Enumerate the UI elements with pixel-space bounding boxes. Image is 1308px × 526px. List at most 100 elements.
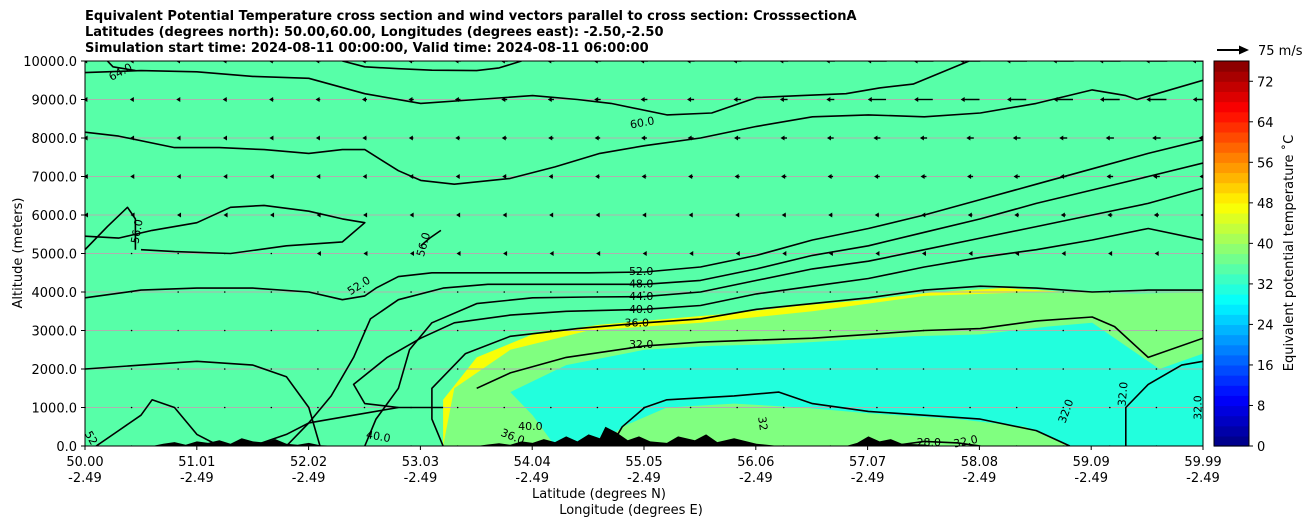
- wind-vector: [736, 329, 738, 332]
- wind-vector-head: [594, 135, 599, 141]
- colorbar: 0 8 16 24 32 40 48 56 64 72: [1213, 60, 1274, 455]
- y-tick-label: 6000.0: [32, 209, 78, 224]
- wind-vector-head: [456, 212, 461, 218]
- wind-vector: [782, 406, 785, 409]
- x-tick-label-lat: 59.99: [1184, 455, 1221, 470]
- wind-vector: [1109, 291, 1111, 293]
- contour-line-64: [106, 61, 136, 72]
- wind-vector-head: [1012, 135, 1017, 141]
- wind-vector-head: [921, 251, 926, 256]
- wind-vector-head: [966, 135, 971, 141]
- wind-vector: [456, 368, 459, 370]
- colorbar-swatch: [1214, 324, 1249, 336]
- wind-vector-head: [921, 212, 926, 218]
- wind-vector: [177, 329, 179, 332]
- terrain-silhouette: [85, 426, 1203, 446]
- wind-vector: [1015, 329, 1018, 332]
- wind-vector-head: [315, 135, 320, 141]
- wind-vector-head: [548, 174, 553, 179]
- colorbar-swatch: [1214, 142, 1249, 153]
- wind-vector-head: [875, 251, 880, 256]
- colorbar-frame: [1213, 60, 1250, 447]
- wind-vector-head: [176, 61, 181, 64]
- wind-vector-head: [1059, 135, 1064, 141]
- wind-vector: [223, 291, 226, 293]
- x-axis-title-latitude: Latitude (degrees N): [532, 487, 666, 502]
- colorbar-swatch: [1214, 375, 1249, 386]
- x-tick-label-lat: 57.07: [849, 455, 886, 470]
- wind-vector: [223, 329, 226, 332]
- wind-vector-head: [640, 61, 645, 64]
- contour-label: 56.0: [414, 231, 433, 258]
- colorbar-swatch: [1214, 283, 1249, 295]
- colorbar-swatch: [1214, 61, 1249, 72]
- colorbar-swatch: [1214, 334, 1249, 346]
- wind-vector: [550, 406, 552, 409]
- wind-vector-head: [1108, 251, 1113, 256]
- contour-line-64: [342, 61, 522, 72]
- wind-vector-head: [874, 212, 879, 218]
- wind-vector-head: [85, 212, 88, 218]
- wind-vector-head: [733, 97, 738, 102]
- wind-vector: [270, 406, 273, 409]
- wind-vector-head: [501, 135, 506, 141]
- wind-vector: [1155, 368, 1158, 370]
- contour-line-32: [1125, 360, 1203, 446]
- wind-vector: [1155, 291, 1158, 293]
- contour-label: 40.0: [518, 420, 543, 433]
- wind-vector-head: [734, 135, 739, 141]
- wind-vector: [969, 368, 971, 370]
- colorbar-swatch: [1214, 263, 1249, 275]
- wind-vector-head: [362, 97, 367, 102]
- colorbar-swatch: [1214, 294, 1249, 305]
- wind-vector: [363, 406, 366, 409]
- wind-vector-head: [1053, 97, 1058, 102]
- wind-vector-head: [640, 97, 645, 102]
- y-tick-label: 9000.0: [32, 94, 78, 109]
- colorbar-swatch: [1214, 405, 1249, 417]
- y-tick-label: 5000.0: [32, 248, 78, 263]
- wind-vector-head: [315, 61, 320, 64]
- wind-vector-head: [222, 97, 227, 102]
- wind-vector-head: [130, 212, 135, 218]
- wind-vector: [1109, 329, 1111, 332]
- wind-vector: [736, 291, 738, 293]
- contour-line-56: [85, 206, 137, 251]
- contour-line-40: [95, 399, 220, 446]
- wind-vector: [596, 368, 599, 370]
- colorbar-swatch: [1214, 385, 1249, 396]
- wind-vector: [270, 368, 273, 370]
- wind-vector-head: [595, 174, 600, 179]
- contour-label: 32.0: [1192, 395, 1205, 420]
- wind-vector-head: [1105, 135, 1110, 141]
- wind-vector-head: [780, 135, 785, 141]
- wind-vector-head: [913, 61, 918, 64]
- wind-vector-head: [1146, 97, 1151, 102]
- wind-vector: [317, 368, 319, 370]
- wind-vector: [550, 368, 552, 370]
- wind-vector-head: [549, 251, 554, 256]
- wind-vector-head: [1192, 97, 1197, 102]
- wind-vector: [363, 329, 366, 332]
- y-tick-label: 3000.0: [32, 325, 78, 340]
- wind-vector: [130, 329, 133, 332]
- wind-vector-head: [826, 135, 831, 141]
- colorbar-swatch: [1214, 223, 1249, 234]
- wind-vector: [270, 329, 273, 332]
- wind-vector-head: [686, 61, 691, 64]
- quiver-key: 75 m/s: [1217, 44, 1303, 59]
- wind-vector-head: [223, 174, 228, 179]
- theta-e-contour-lines: [85, 61, 1203, 446]
- wind-vector-head: [222, 135, 227, 141]
- wind-vector-head: [1015, 251, 1020, 256]
- y-tick-label: 10000.0: [23, 55, 77, 70]
- wind-vector: [689, 291, 692, 293]
- x-tick-label-lon: -2.49: [68, 471, 102, 486]
- colorbar-swatch: [1214, 233, 1249, 244]
- y-tick-label: 1000.0: [32, 402, 78, 417]
- colorbar-swatch: [1214, 243, 1249, 255]
- colorbar-tick-label: 16: [1257, 359, 1274, 374]
- colorbar-swatch: [1214, 91, 1249, 103]
- wind-vector-head: [782, 251, 787, 256]
